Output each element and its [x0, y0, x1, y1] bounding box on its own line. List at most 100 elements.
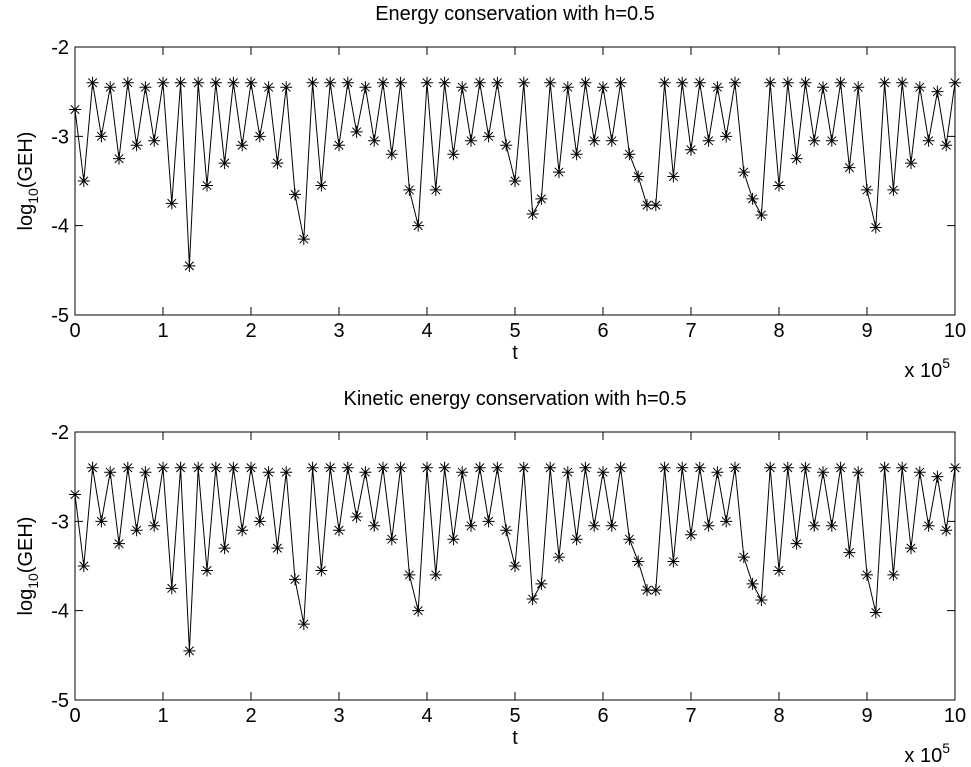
x-tick-label: 7	[685, 705, 696, 727]
y-tick-label: -4	[51, 601, 69, 623]
star-marker	[526, 593, 539, 606]
star-marker	[940, 524, 953, 537]
star-marker	[473, 76, 486, 89]
star-marker	[157, 461, 169, 474]
star-marker	[949, 76, 961, 89]
star-marker	[130, 524, 143, 537]
star-marker	[482, 130, 495, 143]
star-marker	[588, 519, 601, 532]
star-marker	[324, 76, 337, 89]
star-marker	[148, 519, 161, 532]
star-marker	[236, 139, 249, 152]
x-tick-label: 6	[597, 705, 608, 727]
star-marker	[825, 134, 838, 147]
star-marker	[69, 488, 81, 501]
star-marker	[729, 461, 741, 474]
star-marker	[271, 542, 284, 555]
star-marker	[878, 461, 891, 474]
star-marker	[297, 233, 310, 246]
star-marker	[473, 461, 486, 474]
star-marker	[218, 542, 231, 555]
star-marker	[245, 76, 257, 89]
star-marker	[799, 461, 812, 474]
star-marker	[535, 577, 548, 590]
star-marker	[218, 157, 231, 170]
x-tick-label: 8	[773, 320, 784, 342]
star-marker	[121, 76, 134, 89]
star-marker	[790, 537, 803, 550]
star-marker	[377, 461, 389, 474]
star-marker	[245, 461, 257, 474]
star-marker	[447, 533, 460, 546]
x-tick-label: 7	[685, 320, 696, 342]
star-marker	[905, 157, 917, 170]
star-marker	[262, 466, 275, 479]
star-marker	[931, 85, 944, 98]
subplot: Kinetic energy conservation with h=0.5 0 1…	[15, 388, 966, 767]
x-multiplier-base: x 10	[904, 360, 942, 382]
star-marker	[104, 81, 117, 94]
star-marker	[526, 208, 539, 221]
star-marker	[183, 259, 196, 272]
star-marker	[183, 644, 196, 657]
star-marker	[121, 461, 134, 474]
star-marker	[517, 461, 530, 474]
star-marker	[271, 157, 284, 170]
star-marker	[561, 81, 574, 94]
star-marker	[139, 466, 152, 479]
x-tick-label: 0	[69, 705, 80, 727]
star-marker	[693, 461, 706, 474]
x-tick-label: 8	[773, 705, 784, 727]
star-marker	[95, 130, 108, 143]
star-marker	[561, 466, 574, 479]
star-marker	[808, 134, 821, 147]
star-marker	[280, 466, 293, 479]
star-marker	[350, 125, 363, 138]
star-marker	[280, 81, 293, 94]
star-marker	[588, 134, 601, 147]
star-marker	[157, 76, 169, 89]
star-marker	[658, 461, 671, 474]
star-marker	[729, 76, 741, 89]
star-marker	[315, 564, 328, 577]
x-axis-label: t	[512, 727, 518, 749]
star-marker	[764, 461, 777, 474]
star-marker	[482, 515, 495, 528]
star-marker	[711, 466, 724, 479]
star-marker	[693, 76, 706, 89]
star-marker	[922, 134, 935, 147]
x-tick-label: 4	[421, 705, 432, 727]
star-marker	[438, 76, 451, 89]
star-marker	[333, 139, 345, 152]
star-marker	[209, 461, 222, 474]
star-marker	[86, 76, 99, 89]
star-marker	[385, 533, 398, 546]
star-marker	[641, 199, 653, 212]
star-marker	[333, 524, 345, 537]
star-marker	[790, 152, 803, 165]
star-marker	[306, 461, 319, 474]
star-marker	[597, 81, 609, 94]
star-marker	[852, 81, 865, 94]
star-marker	[236, 524, 249, 537]
x-tick-label: 4	[421, 320, 432, 342]
y-label-base: log	[15, 204, 37, 231]
data-line	[74, 82, 956, 266]
x-tick-label: 10	[944, 705, 966, 727]
star-marker	[403, 568, 416, 581]
star-marker	[553, 551, 565, 564]
star-marker	[896, 76, 909, 89]
subplot: Energy conservation with h=0.5 0 1 2 3 4 5 6 7 8 9…	[15, 3, 966, 382]
y-label-rest: (GEH)	[15, 517, 37, 574]
y-tick-label: -4	[51, 216, 69, 238]
star-marker	[253, 130, 266, 143]
star-marker	[253, 515, 266, 528]
star-marker	[896, 461, 909, 474]
star-marker	[341, 76, 354, 89]
star-marker	[746, 577, 759, 590]
x-tick-label: 1	[157, 320, 168, 342]
star-marker	[878, 76, 891, 89]
x-tick-label: 6	[597, 320, 608, 342]
star-marker	[165, 582, 178, 595]
